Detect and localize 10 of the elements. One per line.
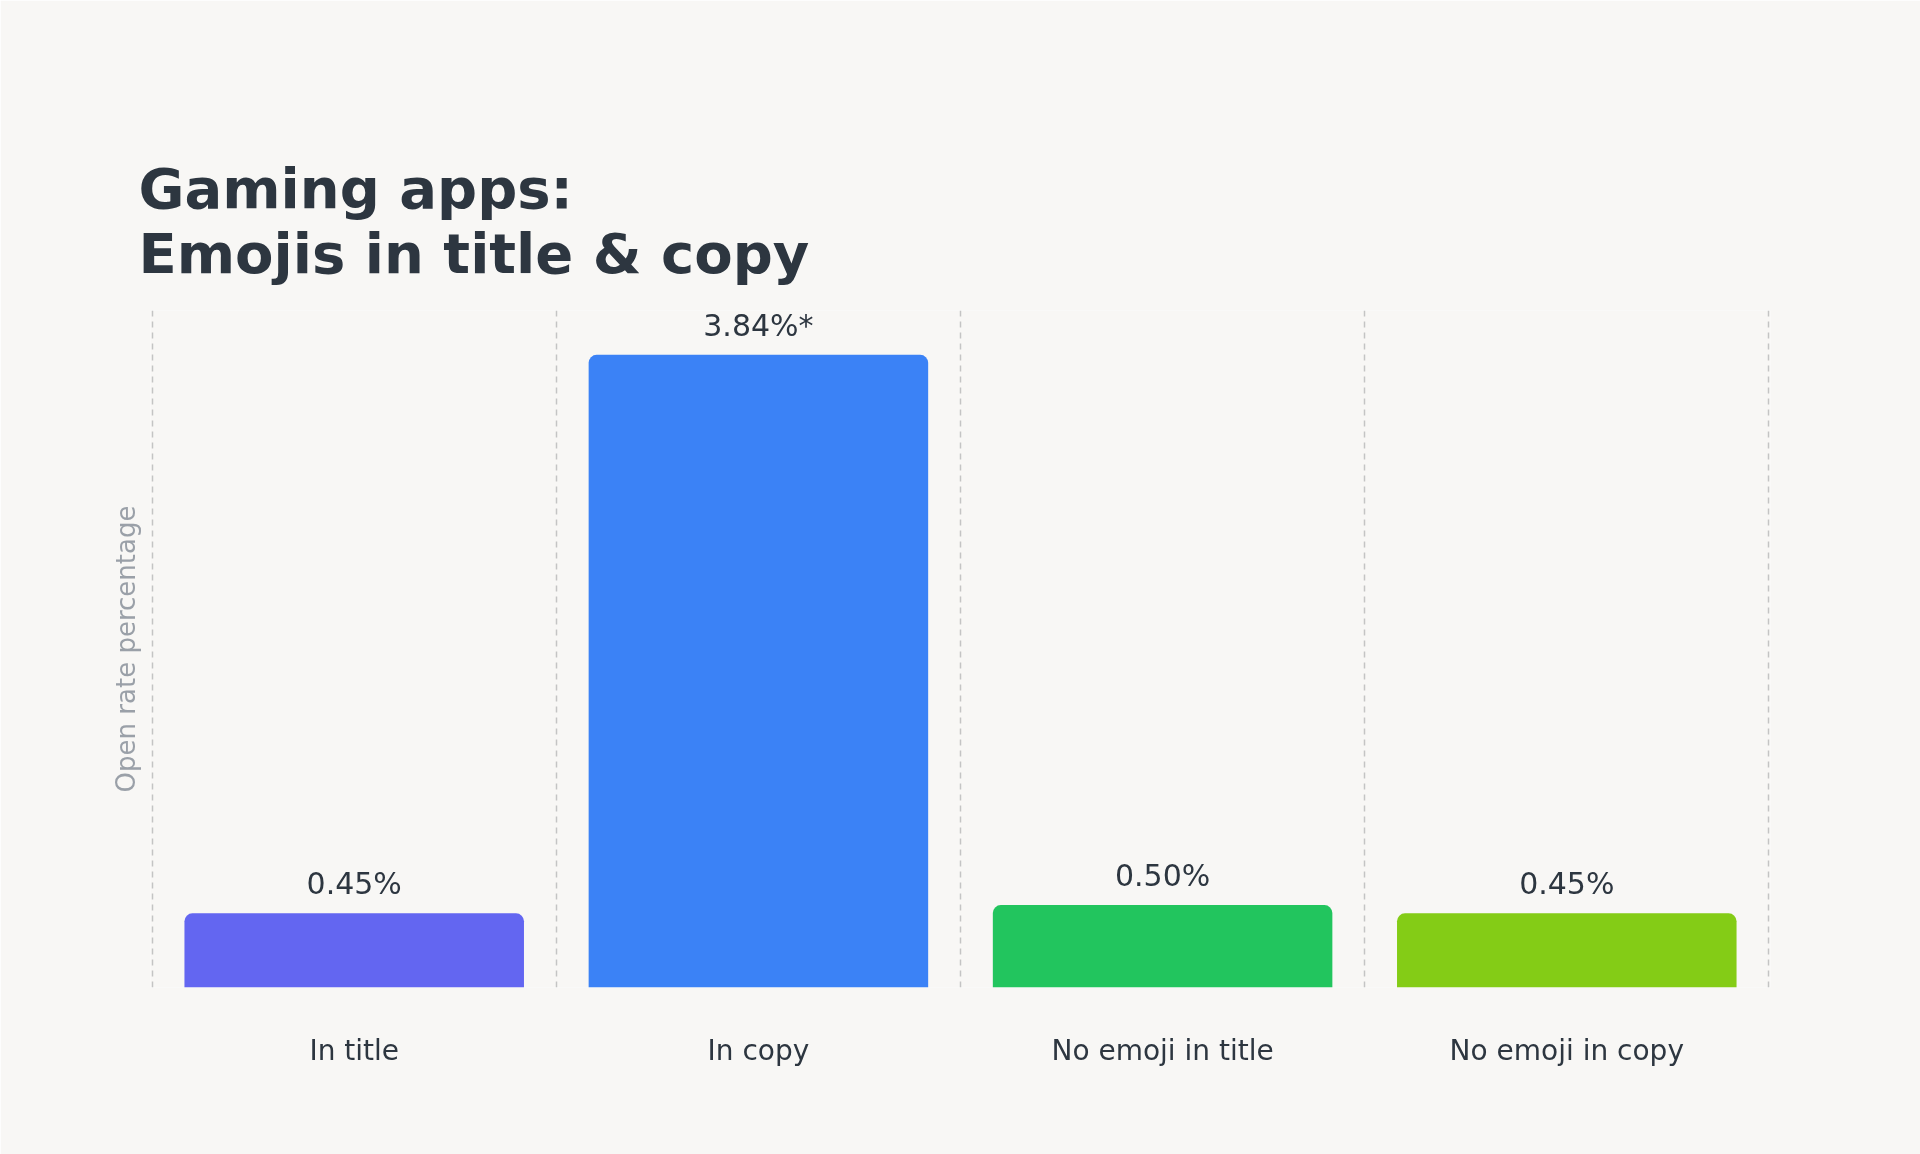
y-axis-title: Open rate percentage [110,505,141,793]
chart-title: Gaming apps: Emojis in title & copy [138,155,810,286]
data-label: 0.50% [1114,858,1211,894]
data-label: 0.45% [1519,866,1615,902]
x-tick-label: No emoji in copy [1449,1033,1684,1067]
data-label: 0.45% [306,866,402,902]
x-tick-label: In copy [707,1033,810,1067]
x-tick-label: In title [309,1033,400,1067]
data-label: 3.84%* [703,307,814,343]
x-tick-label: No emoji in title [1051,1033,1274,1067]
